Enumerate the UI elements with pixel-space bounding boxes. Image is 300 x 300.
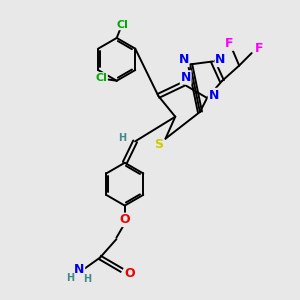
Text: F: F [225, 37, 233, 50]
Text: N: N [74, 263, 84, 276]
Text: Cl: Cl [95, 73, 107, 83]
Text: N: N [181, 71, 191, 84]
Text: F: F [255, 42, 263, 55]
Text: N: N [215, 53, 226, 66]
Text: O: O [124, 266, 135, 280]
Text: N: N [178, 53, 189, 66]
Text: S: S [154, 138, 164, 151]
Text: H: H [66, 272, 74, 283]
Text: H: H [118, 133, 127, 143]
Text: H: H [83, 274, 91, 284]
Text: O: O [119, 213, 130, 226]
Text: Cl: Cl [116, 20, 128, 30]
Text: N: N [208, 88, 219, 101]
